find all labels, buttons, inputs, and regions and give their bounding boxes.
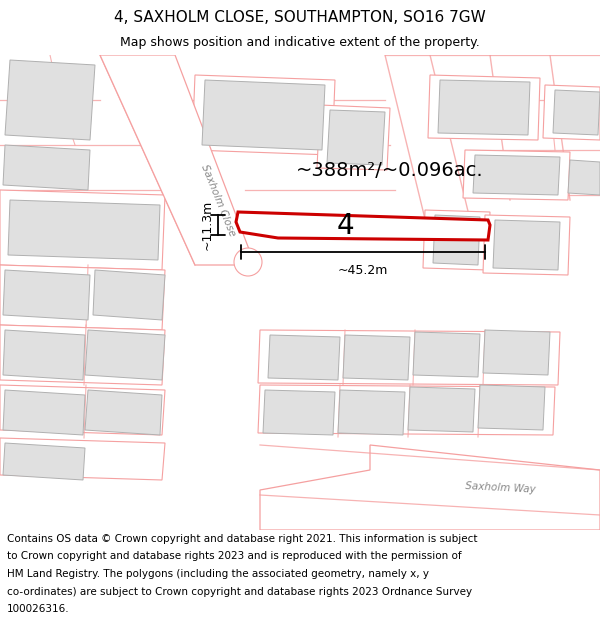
Polygon shape [0, 325, 165, 385]
Text: Saxholm Way: Saxholm Way [464, 481, 535, 495]
Polygon shape [438, 80, 530, 135]
Text: 4: 4 [336, 212, 354, 240]
Text: HM Land Registry. The polygons (including the associated geometry, namely x, y: HM Land Registry. The polygons (includin… [7, 569, 429, 579]
Polygon shape [236, 212, 490, 240]
Polygon shape [3, 145, 90, 190]
Polygon shape [258, 330, 560, 385]
Polygon shape [463, 150, 570, 200]
Polygon shape [317, 105, 390, 170]
Polygon shape [3, 330, 85, 380]
Polygon shape [3, 443, 85, 480]
Polygon shape [423, 210, 490, 270]
Polygon shape [478, 385, 545, 430]
Text: Map shows position and indicative extent of the property.: Map shows position and indicative extent… [120, 36, 480, 49]
Text: Saxholm Close: Saxholm Close [199, 162, 237, 238]
Polygon shape [483, 330, 550, 375]
Polygon shape [0, 190, 165, 270]
Polygon shape [483, 215, 570, 275]
Polygon shape [85, 390, 162, 435]
Polygon shape [0, 265, 165, 330]
Polygon shape [5, 60, 95, 140]
Polygon shape [8, 200, 160, 260]
Circle shape [234, 248, 262, 276]
Polygon shape [192, 75, 335, 155]
Polygon shape [408, 387, 475, 432]
Polygon shape [263, 390, 335, 435]
Text: Contains OS data © Crown copyright and database right 2021. This information is : Contains OS data © Crown copyright and d… [7, 534, 478, 544]
Polygon shape [543, 85, 600, 140]
Text: to Crown copyright and database rights 2023 and is reproduced with the permissio: to Crown copyright and database rights 2… [7, 551, 462, 561]
Polygon shape [553, 90, 600, 135]
Text: 4, SAXHOLM CLOSE, SOUTHAMPTON, SO16 7GW: 4, SAXHOLM CLOSE, SOUTHAMPTON, SO16 7GW [114, 10, 486, 25]
Polygon shape [493, 220, 560, 270]
Polygon shape [568, 160, 600, 195]
Text: ~388m²/~0.096ac.: ~388m²/~0.096ac. [296, 161, 484, 179]
Text: co-ordinates) are subject to Crown copyright and database rights 2023 Ordnance S: co-ordinates) are subject to Crown copyr… [7, 586, 472, 596]
Polygon shape [338, 390, 405, 435]
Polygon shape [258, 385, 555, 435]
Text: 100026316.: 100026316. [7, 604, 70, 614]
Polygon shape [85, 330, 165, 380]
Polygon shape [413, 332, 480, 377]
Polygon shape [433, 215, 480, 265]
Polygon shape [428, 75, 540, 140]
Polygon shape [268, 335, 340, 380]
Polygon shape [0, 385, 165, 435]
Polygon shape [3, 390, 85, 435]
Polygon shape [473, 155, 560, 195]
Text: ~11.3m: ~11.3m [201, 200, 214, 250]
Polygon shape [202, 80, 325, 150]
Polygon shape [93, 270, 165, 320]
Polygon shape [0, 438, 165, 480]
Polygon shape [100, 55, 255, 265]
Polygon shape [260, 445, 600, 530]
Polygon shape [327, 110, 385, 165]
Polygon shape [3, 270, 90, 320]
Text: ~45.2m: ~45.2m [338, 264, 388, 277]
Polygon shape [343, 335, 410, 380]
